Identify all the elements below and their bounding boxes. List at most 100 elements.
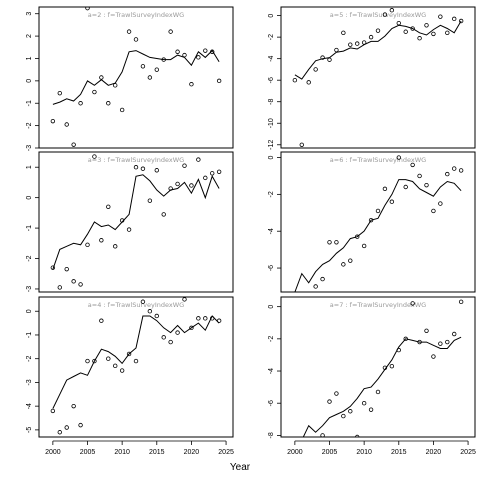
observed-point [424, 23, 429, 28]
observed-point [396, 347, 401, 353]
observed-point [154, 313, 159, 319]
y-tick-label: -1 [26, 225, 33, 231]
panel-frame [38, 296, 234, 438]
plot-area [50, 7, 222, 147]
y-tick-label: -10 [268, 118, 275, 128]
observed-point [313, 67, 318, 72]
observed-point [292, 77, 298, 83]
panel-5: -5 -4 -3 -2 -1 0 2000 2005 2010 2015 2020 2025 a=4 :… [26, 296, 234, 456]
panel-frame [38, 6, 234, 149]
observed-point [133, 358, 139, 364]
observed-point [133, 37, 139, 42]
observed-point [403, 336, 408, 342]
observed-point [203, 175, 208, 181]
observed-point [403, 29, 408, 34]
observed-point [78, 422, 83, 428]
observed-point [71, 403, 76, 409]
y-tick-label: 0 [268, 155, 275, 159]
observed-point [307, 291, 310, 292]
observed-point [293, 445, 297, 449]
fitted-line [52, 49, 220, 105]
observed-point [175, 181, 180, 187]
fitted-line [302, 336, 462, 437]
observed-point [327, 399, 332, 404]
observed-point [147, 309, 153, 314]
observed-point [168, 339, 173, 345]
observed-point [389, 363, 395, 369]
y-tick-label: -1 [26, 332, 33, 338]
observed-point [334, 47, 339, 53]
y-tick-label: -3 [26, 379, 33, 385]
fitted-line [294, 20, 462, 80]
observed-point [348, 42, 353, 47]
observed-point [313, 284, 318, 289]
observed-point [113, 83, 118, 88]
observed-point [189, 183, 194, 188]
observed-point [50, 408, 56, 414]
y-tick-label: -4 [268, 368, 275, 374]
observed-point [417, 36, 422, 41]
y-tick-label: -3 [26, 145, 33, 151]
observed-point [445, 171, 450, 177]
observed-point [161, 57, 166, 62]
observed-point [106, 101, 111, 106]
observed-point [300, 322, 304, 326]
y-tick-label: -8 [268, 432, 275, 438]
y-tick-label: -6 [268, 400, 275, 406]
observed-point [452, 166, 457, 171]
panel-frame [280, 296, 476, 438]
plot-area [293, 299, 464, 460]
observed-point [92, 358, 97, 364]
observed-point [320, 433, 325, 437]
observed-point [368, 407, 374, 412]
observed-point [189, 82, 194, 87]
observed-point [348, 409, 353, 414]
observed-point [78, 101, 83, 106]
observed-point [175, 330, 180, 335]
observed-point [445, 339, 450, 345]
observed-point [216, 78, 222, 84]
observed-point [458, 18, 464, 24]
y-tick-label: -4 [268, 228, 275, 234]
observed-point [126, 227, 132, 232]
observed-point [452, 16, 457, 22]
observed-point [320, 276, 325, 282]
observed-point [355, 234, 360, 239]
observed-point [361, 243, 367, 249]
observed-point [203, 48, 208, 53]
y-tick-label: -5 [26, 427, 33, 433]
observed-point [196, 55, 201, 60]
observed-point [320, 55, 325, 60]
observed-point [64, 266, 69, 272]
x-tick-label: 2020 [426, 449, 442, 456]
observed-point [216, 169, 222, 174]
observed-point [57, 90, 62, 96]
observed-point [375, 389, 381, 395]
observed-point [113, 244, 118, 249]
y-tick-label: 0 [26, 309, 33, 313]
observed-point [147, 198, 153, 203]
panel-title: a=7 : f=TrawlSurveyIndexWG [330, 301, 426, 309]
y-tick-label: 1 [26, 56, 33, 60]
observed-point [314, 456, 318, 460]
observed-point [389, 199, 395, 204]
observed-point [57, 285, 62, 290]
observed-point [417, 339, 422, 345]
observed-point [161, 212, 166, 217]
observed-point [50, 265, 56, 270]
observed-point [424, 182, 429, 188]
panel-frame [280, 6, 476, 149]
y-tick-label: -1 [26, 100, 33, 106]
plot-area [50, 297, 222, 435]
panel-frame [280, 151, 476, 293]
observed-point [438, 14, 443, 19]
y-tick-label: -2 [26, 355, 33, 361]
y-tick-label: 0 [26, 196, 33, 200]
observed-point [161, 335, 166, 340]
observed-point [334, 240, 339, 245]
observed-point [92, 89, 97, 95]
y-tick-label: -2 [268, 191, 275, 197]
observed-point [382, 186, 388, 192]
observed-point [375, 28, 381, 33]
